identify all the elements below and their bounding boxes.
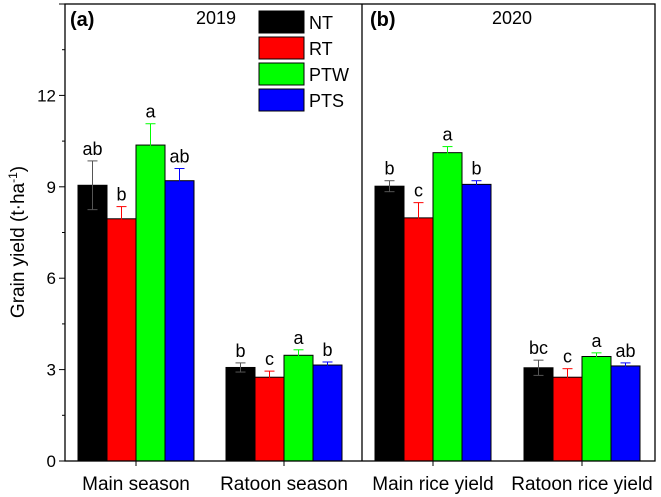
y-tick-label-9: 9	[47, 178, 56, 197]
bar-2020-0-ptw	[432, 152, 463, 462]
y-axis-label: Grain yield (t·ha-1)	[6, 166, 29, 318]
category-label-2019-1: Ratoon season	[220, 474, 348, 495]
legend-label-ptw: PTW	[309, 65, 349, 85]
legend-swatch-pts	[258, 88, 305, 112]
bar-2020-0-pts	[461, 183, 492, 462]
bar-2020-1-nt	[523, 367, 554, 462]
bar-2019-1-nt	[225, 366, 256, 462]
legend-swatch-ptw	[258, 62, 305, 86]
bar-2019-1-rt	[254, 376, 285, 462]
sig-letter-2020-0-nt: b	[384, 159, 394, 179]
sig-letter-2019-0-pts: ab	[169, 147, 189, 167]
legend-label-pts: PTS	[309, 91, 344, 111]
sig-letter-2019-1-ptw: a	[293, 328, 304, 348]
sig-letter-2020-0-rt: c	[414, 181, 423, 201]
category-label-2020-0: Main rice yield	[372, 474, 493, 495]
y-axis-label-sup: -1	[6, 172, 20, 183]
bar-2020-1-rt	[552, 376, 583, 462]
legend-label-nt: NT	[309, 13, 333, 33]
y-tick-label-6: 6	[47, 269, 56, 288]
category-label-2019-0: Main season	[82, 474, 190, 495]
bar-2020-1-ptw	[581, 355, 612, 462]
bar-2020-0-rt	[403, 217, 434, 462]
sig-letter-2020-1-nt: bc	[529, 338, 548, 358]
bars-layer	[77, 123, 641, 462]
sig-letter-2019-1-pts: b	[322, 340, 332, 360]
y-tick-label-0: 0	[47, 452, 56, 471]
category-label-2020-1: Ratoon rice yield	[511, 474, 653, 495]
sig-letter-2020-1-ptw: a	[591, 331, 602, 351]
legend-swatch-nt	[258, 10, 305, 34]
bar-2019-0-ptw	[135, 144, 166, 462]
legend-swatch-rt	[258, 36, 305, 60]
sig-letter-2019-0-nt: ab	[82, 139, 102, 159]
sig-letter-2019-0-rt: b	[116, 185, 126, 205]
y-axis-label-close: )	[8, 166, 29, 172]
text-layer: Grain yield (t·ha-1) (a) 2019 (b) 2020 a…	[6, 8, 653, 495]
sig-letter-2020-1-rt: c	[563, 347, 572, 367]
legend: NT RT PTW PTS	[258, 10, 349, 112]
sig-letter-2019-1-nt: b	[235, 341, 245, 361]
y-tick-label-12: 12	[37, 86, 56, 105]
bar-2019-1-pts	[312, 364, 343, 462]
axes-layer	[59, 3, 656, 466]
bar-2019-1-ptw	[283, 354, 314, 462]
panel-a-tag: (a)	[70, 9, 94, 31]
bar-2020-1-pts	[610, 365, 641, 462]
sig-letter-2020-1-pts: ab	[615, 341, 635, 361]
bar-2019-0-nt	[77, 184, 108, 462]
bar-2020-0-nt	[374, 185, 405, 462]
sig-letter-2019-1-rt: c	[265, 349, 274, 369]
panel-a-year: 2019	[196, 8, 236, 28]
panel-b-tag: (b)	[370, 9, 396, 31]
y-axis-label-main: Grain yield (t·ha	[8, 182, 29, 318]
sig-letter-2019-0-ptw: a	[145, 102, 156, 122]
sig-letter-2020-0-ptw: a	[442, 125, 453, 145]
bar-2019-0-pts	[164, 180, 195, 462]
sig-letter-2020-0-pts: b	[471, 159, 481, 179]
panel-b-year: 2020	[492, 8, 532, 28]
bar-2019-0-rt	[106, 218, 137, 462]
y-tick-label-3: 3	[47, 361, 56, 380]
legend-label-rt: RT	[309, 39, 333, 59]
